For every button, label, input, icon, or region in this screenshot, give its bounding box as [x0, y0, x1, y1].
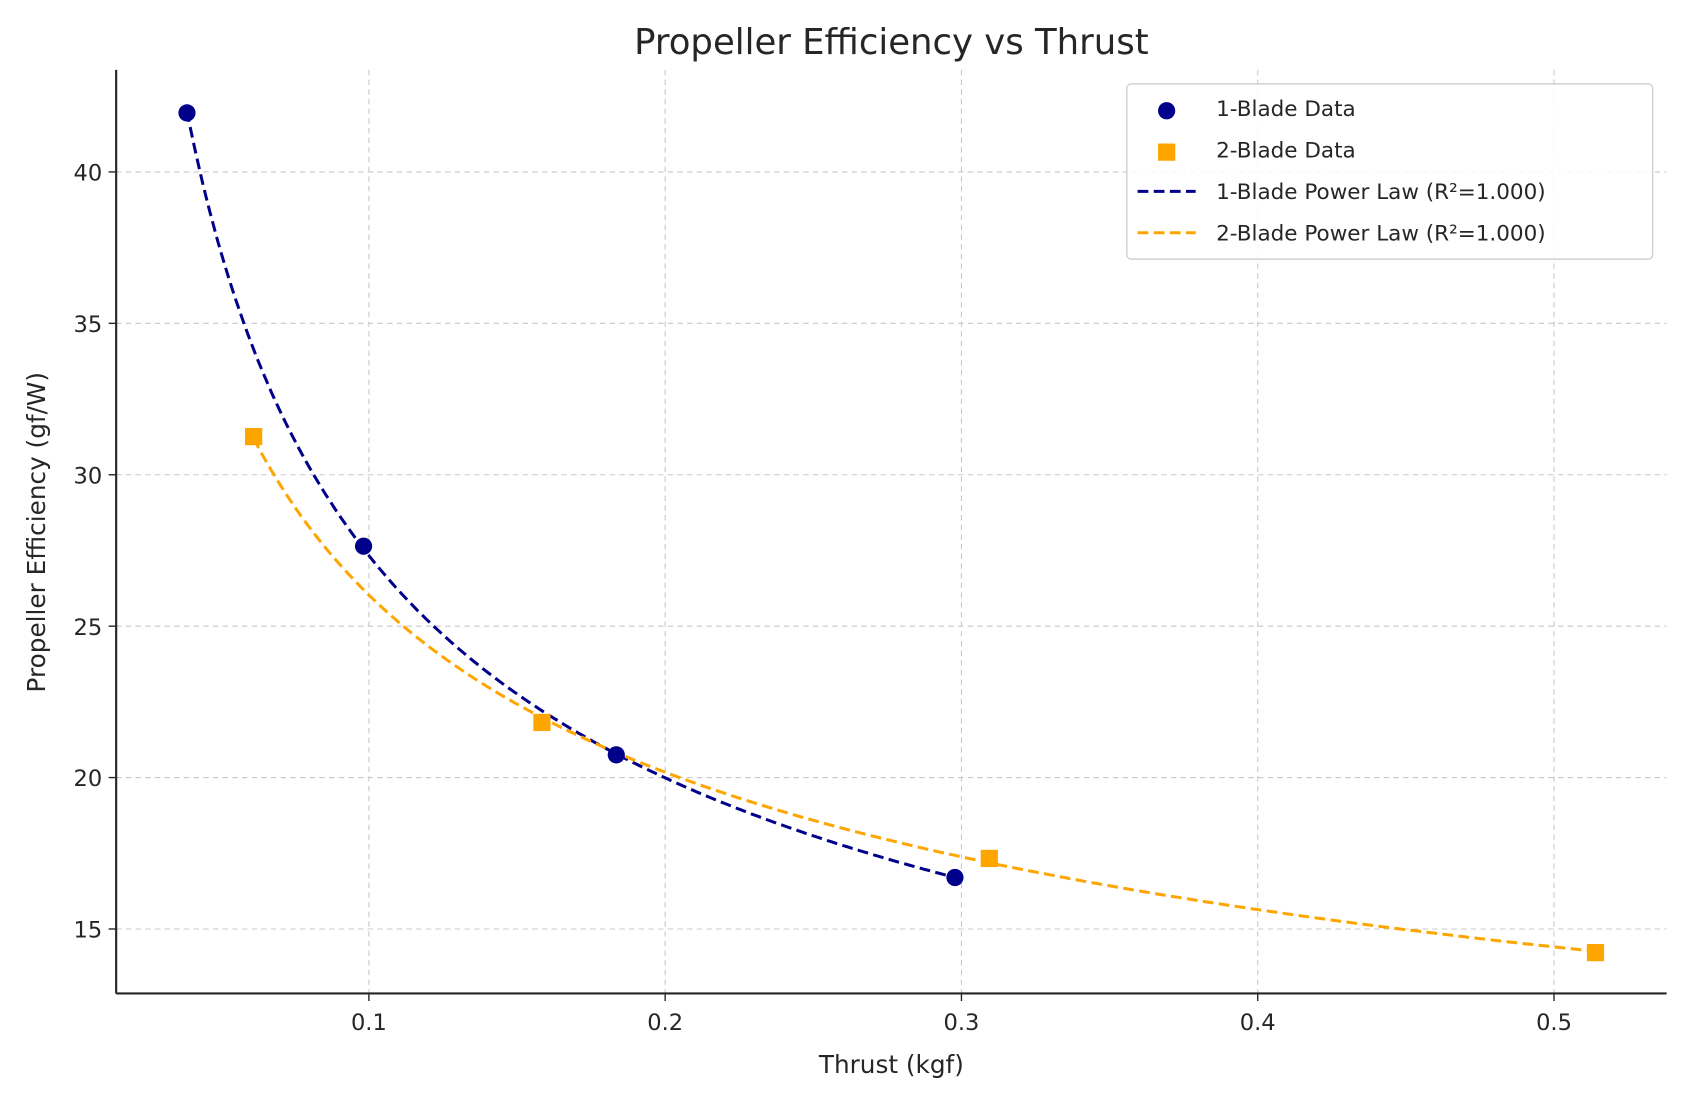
data-point-circle	[946, 868, 964, 887]
y-tick-label: 30	[73, 463, 102, 489]
legend-label: 1-Blade Power Law (R²=1.000)	[1216, 180, 1546, 205]
axes: 0.1 0.2 0.3 0.4 0.5 15 20 25 30 35 40	[73, 69, 1667, 1036]
y-tick-label: 25	[73, 615, 102, 641]
data-points	[178, 104, 1605, 962]
x-tick-label: 0.2	[647, 1010, 683, 1036]
x-tick-label: 0.4	[1240, 1010, 1276, 1036]
y-axis-label: Propeller Efficiency (gf/W)	[22, 372, 51, 692]
y-tick-label: 40	[73, 161, 102, 187]
data-point-square	[980, 849, 998, 868]
data-point-square	[1586, 943, 1605, 962]
chart-title: Propeller Efficiency vs Thrust	[634, 22, 1149, 63]
legend-label: 2-Blade Data	[1216, 139, 1356, 164]
x-tick-label: 0.3	[944, 1010, 980, 1036]
fit-lines	[185, 110, 1596, 953]
fit-line	[252, 437, 1596, 953]
y-tick-label: 15	[73, 918, 102, 944]
legend-label: 1-Blade Data	[1216, 97, 1356, 122]
x-axis-label: Thrust (kgf)	[818, 1050, 964, 1079]
data-point-circle	[178, 104, 196, 122]
legend-marker-circle	[1158, 102, 1176, 120]
data-point-square	[533, 713, 551, 732]
fit-line	[185, 110, 956, 879]
legend-marker-square	[1158, 143, 1176, 161]
y-tick-label: 35	[73, 312, 102, 338]
y-tick-label: 20	[73, 766, 102, 792]
data-point-circle	[607, 746, 625, 764]
x-tick-label: 0.5	[1536, 1010, 1572, 1036]
legend-box	[1126, 83, 1654, 260]
legend-label: 2-Blade Power Law (R²=1.000)	[1216, 221, 1546, 246]
legend: 1-Blade Data 2-Blade Data 1-Blade Power La…	[1126, 83, 1654, 260]
x-tick-label: 0.1	[351, 1010, 387, 1036]
data-point-circle	[354, 537, 373, 555]
data-point-square	[245, 427, 263, 446]
